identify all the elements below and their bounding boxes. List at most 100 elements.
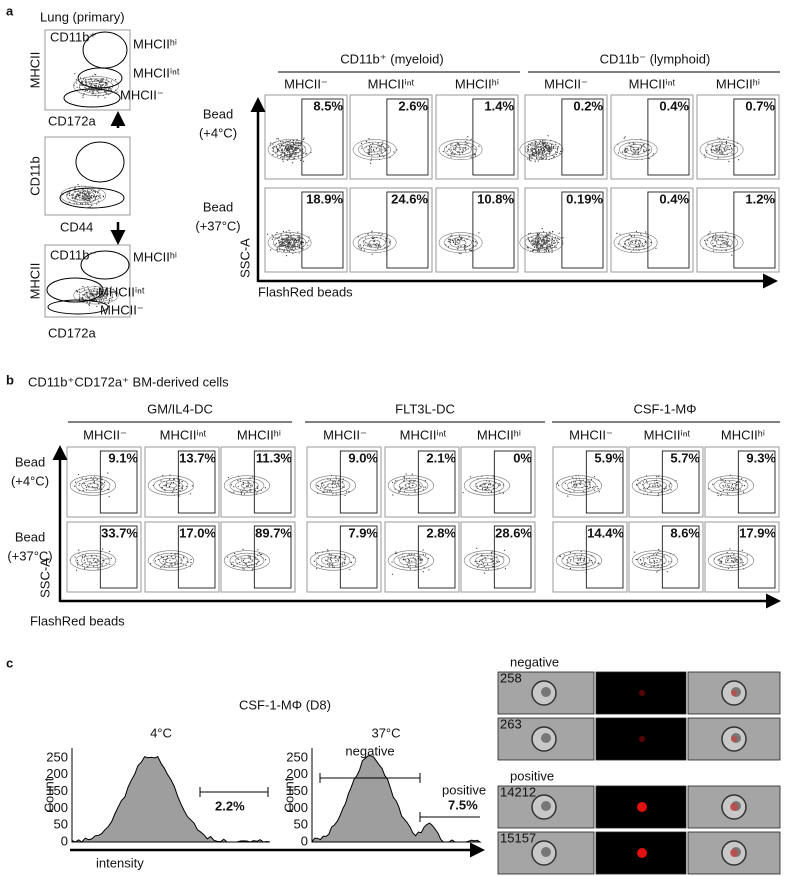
event-dot <box>542 150 543 151</box>
event-dot <box>101 477 102 478</box>
event-dot <box>731 153 732 154</box>
event-dot <box>371 149 372 150</box>
gating-y-axis: MHCII <box>27 263 42 300</box>
event-dot <box>332 493 333 494</box>
event-dot <box>536 152 537 153</box>
event-dot <box>96 295 97 296</box>
event-dot <box>250 490 251 491</box>
event-dot <box>278 138 279 139</box>
event-dot <box>487 564 488 565</box>
percent-label: 9.1% <box>108 450 138 465</box>
event-dot <box>86 90 87 91</box>
event-dot <box>279 246 280 247</box>
event-dot <box>91 205 92 206</box>
event-dot <box>286 155 287 156</box>
panel-title: CSF-1-MΦ (D8) <box>239 697 331 712</box>
event-dot <box>325 486 326 487</box>
event-dot <box>398 557 399 558</box>
event-dot <box>87 189 88 190</box>
event-dot <box>162 475 163 476</box>
event-dot <box>728 241 729 242</box>
event-dot <box>643 481 644 482</box>
event-dot <box>360 244 361 245</box>
event-dot <box>629 143 630 144</box>
event-dot <box>293 140 294 141</box>
row-label: Bead <box>15 529 45 544</box>
event-dot <box>443 151 444 152</box>
event-dot <box>454 239 455 240</box>
event-dot <box>558 146 559 147</box>
event-dot <box>577 559 578 560</box>
event-dot <box>79 483 80 484</box>
event-dot <box>77 184 78 185</box>
event-dot <box>528 146 529 147</box>
event-dot <box>627 148 628 149</box>
event-dot <box>733 561 734 562</box>
event-dot <box>318 558 319 559</box>
event-dot <box>527 148 528 149</box>
event-dot <box>76 570 77 571</box>
event-dot <box>272 235 273 236</box>
event-dot <box>302 242 303 243</box>
percent-label: 24.6% <box>391 191 428 206</box>
event-dot <box>656 554 657 555</box>
event-dot <box>89 200 90 201</box>
event-dot <box>295 152 296 153</box>
event-dot <box>536 236 537 237</box>
event-dot <box>292 253 293 254</box>
event-dot <box>721 143 722 144</box>
event-dot <box>177 563 178 564</box>
event-dot <box>456 146 457 147</box>
event-dot <box>727 149 728 150</box>
event-dot <box>76 79 77 80</box>
event-dot <box>532 151 533 152</box>
event-dot <box>298 241 299 242</box>
event-dot <box>570 568 571 569</box>
event-dot <box>484 573 485 574</box>
event-dot <box>299 252 300 253</box>
event-dot <box>292 146 293 147</box>
column-header: MHCIIʰⁱ <box>721 427 765 442</box>
event-dot <box>539 153 540 154</box>
event-dot <box>335 560 336 561</box>
event-dot <box>380 148 381 149</box>
event-dot <box>82 189 83 190</box>
event-dot <box>743 562 744 563</box>
event-dot <box>528 239 529 240</box>
event-dot <box>459 145 460 146</box>
event-dot <box>108 88 109 89</box>
event-dot <box>731 255 732 256</box>
event-dot <box>573 481 574 482</box>
event-dot <box>580 559 581 560</box>
event-dot <box>740 559 741 560</box>
event-dot <box>618 243 619 244</box>
event-dot <box>625 149 626 150</box>
event-dot <box>635 151 636 152</box>
event-dot <box>382 141 383 142</box>
event-dot <box>637 480 638 481</box>
event-dot <box>164 490 165 491</box>
row-label: Bead <box>15 454 45 469</box>
percent-label: 14.4% <box>587 525 624 540</box>
event-dot <box>457 142 458 143</box>
event-dot <box>97 96 98 97</box>
event-dot <box>446 146 447 147</box>
event-dot <box>653 554 654 555</box>
panel-label: b <box>6 372 14 387</box>
event-dot <box>529 159 530 160</box>
event-dot <box>558 485 559 486</box>
event-dot <box>320 488 321 489</box>
event-dot <box>728 556 729 557</box>
event-dot <box>227 556 228 557</box>
event-dot <box>734 559 735 560</box>
event-dot <box>169 566 170 567</box>
event-dot <box>625 136 626 137</box>
event-dot <box>410 568 411 569</box>
event-dot <box>367 233 368 234</box>
y-tick-label: 150 <box>286 783 308 798</box>
event-dot <box>306 153 307 154</box>
event-dot <box>162 565 163 566</box>
event-dot <box>476 548 477 549</box>
event-dot <box>85 194 86 195</box>
